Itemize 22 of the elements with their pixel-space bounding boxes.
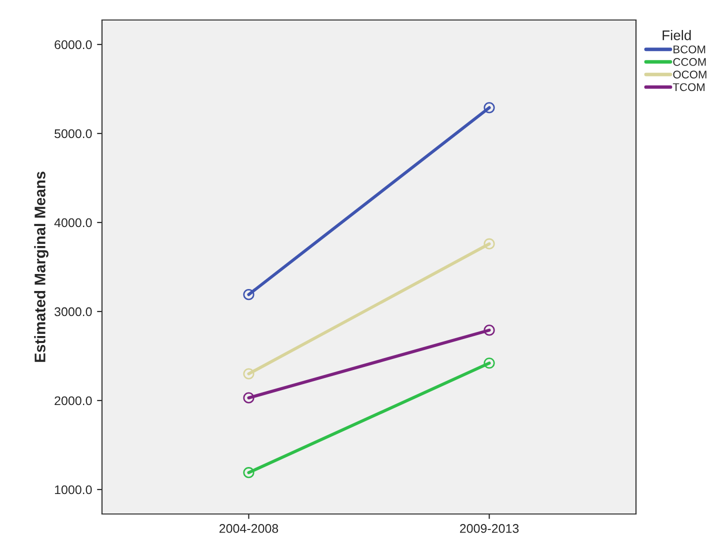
y-tick-label: 5000.0	[54, 129, 92, 138]
legend-label: TCOM	[672, 83, 704, 92]
point	[243, 467, 254, 478]
legend-title: Field	[662, 30, 691, 40]
point	[243, 392, 254, 404]
point	[484, 238, 495, 250]
legend-label: BCOM	[674, 45, 706, 54]
y-tick-label: 1000.0	[55, 485, 92, 494]
y-axis-title: Estimated Marginal Means	[34, 172, 48, 362]
point	[243, 289, 254, 300]
point	[484, 102, 495, 114]
y-tick-label: 2000.0	[54, 396, 92, 406]
y-tick-label: 3000.0	[54, 307, 92, 316]
x-tick-label: 2009-2013	[460, 524, 519, 533]
point	[484, 324, 495, 336]
point	[243, 368, 254, 380]
x-tick-label: 2004-2008	[219, 524, 278, 533]
y-tick-label: 4000.0	[54, 218, 92, 228]
legend-label: OCOM	[673, 70, 706, 78]
y-tick-label: 6000.0	[54, 40, 92, 50]
point	[484, 358, 495, 369]
legend-label: CCOM	[673, 58, 706, 66]
